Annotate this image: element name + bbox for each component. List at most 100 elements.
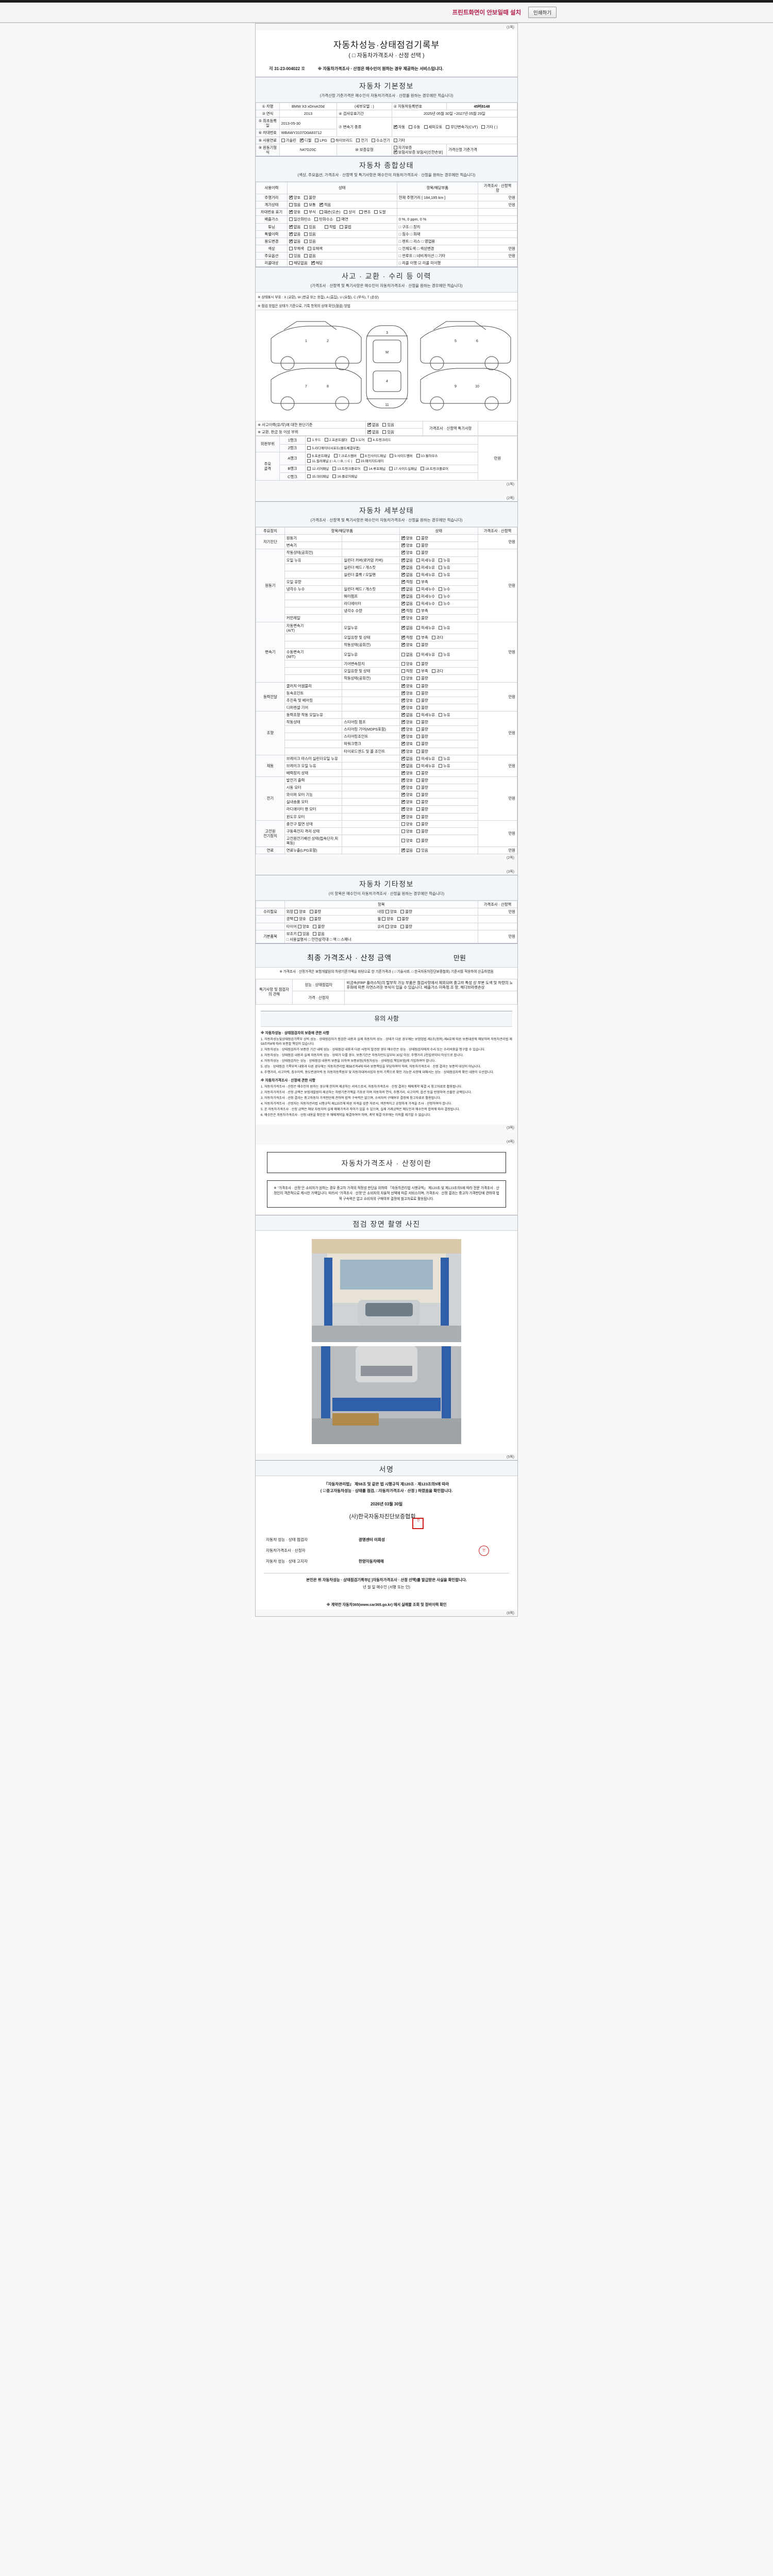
checkbox-icon[interactable] xyxy=(401,698,406,703)
checkbox-icon[interactable] xyxy=(401,799,406,804)
checkbox-icon[interactable] xyxy=(368,438,372,442)
checkbox-icon[interactable] xyxy=(304,253,308,258)
detail-state-option[interactable]: 부족 xyxy=(416,580,428,584)
checkbox-icon[interactable] xyxy=(313,924,317,928)
accident-part-option[interactable]: 14.루프패널 xyxy=(364,466,385,471)
detail-state-option[interactable]: 누유 xyxy=(439,625,450,630)
checkbox-icon[interactable] xyxy=(364,466,368,470)
checkbox-icon[interactable] xyxy=(424,125,428,129)
checkbox-icon[interactable] xyxy=(324,438,328,442)
fuel-option[interactable]: LPG xyxy=(315,138,327,143)
checkbox-icon[interactable] xyxy=(409,125,413,129)
overall-state-option[interactable]: 보통 xyxy=(304,202,316,207)
other-row-items[interactable]: 타이어 양호 불량 유리 양호 불량 xyxy=(284,922,478,930)
checkbox-icon[interactable] xyxy=(332,474,337,479)
accident-part-option[interactable]: 8.인사이드패널 xyxy=(360,453,386,459)
checkbox-icon[interactable] xyxy=(397,917,401,921)
checkbox-icon[interactable] xyxy=(439,558,443,562)
detail-state[interactable]: 양호 불량 xyxy=(399,696,478,704)
detail-state-option[interactable]: 누유 xyxy=(439,713,450,717)
detail-state-option[interactable]: 양호 xyxy=(401,662,413,666)
detail-state-option[interactable]: 불량 xyxy=(416,642,428,647)
checkbox-icon[interactable] xyxy=(359,210,363,214)
checkbox-icon[interactable] xyxy=(401,777,406,783)
detail-state[interactable]: 양호 불량 xyxy=(399,725,478,734)
detail-state-option[interactable]: 없음 xyxy=(401,763,413,768)
checkbox-icon[interactable] xyxy=(439,652,443,656)
checkbox-icon[interactable] xyxy=(313,931,317,936)
detail-state-option[interactable]: 없음 xyxy=(401,756,413,761)
detail-state[interactable]: 양호 불량 xyxy=(399,805,478,814)
detail-state-option[interactable]: 불량 xyxy=(416,691,428,696)
overall-row-state[interactable]: 없음 있음 xyxy=(287,237,397,245)
checkbox-icon[interactable] xyxy=(416,691,421,695)
detail-state-option[interactable]: 과다 xyxy=(431,635,443,640)
detail-state[interactable]: 없음 미세누유 누유 xyxy=(399,570,478,579)
overall-state-option[interactable]: 해당 xyxy=(311,260,323,265)
checkbox-icon[interactable] xyxy=(307,246,311,250)
detail-state[interactable]: 없음 미세누수 누수 xyxy=(399,600,478,608)
overall-state-option[interactable]: 많음 xyxy=(289,202,300,207)
checkbox-icon[interactable] xyxy=(304,203,308,207)
detail-state-option[interactable]: 불량 xyxy=(416,785,428,790)
detail-state-option[interactable]: 부족 xyxy=(416,635,428,640)
checkbox-icon[interactable] xyxy=(416,720,421,724)
detail-state-option[interactable]: 불량 xyxy=(416,734,428,739)
detail-state-option[interactable]: 불량 xyxy=(416,616,428,620)
checkbox-icon[interactable] xyxy=(401,806,406,811)
checkbox-icon[interactable] xyxy=(401,763,406,768)
fuel-option[interactable]: 전기 xyxy=(356,138,368,143)
checkbox-icon[interactable] xyxy=(439,572,443,577)
checkbox-icon[interactable] xyxy=(324,225,328,229)
fuel-option[interactable]: 기타 xyxy=(393,138,405,143)
checkbox-icon[interactable] xyxy=(401,625,406,630)
checkbox-icon[interactable] xyxy=(401,550,406,555)
checkbox-icon[interactable] xyxy=(319,210,323,214)
detail-state[interactable]: 양호 불량 xyxy=(399,534,478,543)
other-option[interactable]: 불량 xyxy=(400,924,412,929)
checkbox-icon[interactable] xyxy=(281,138,285,142)
overall-row-state[interactable]: 일산화탄소 탄화수소 매연 xyxy=(287,215,397,224)
detail-state-option[interactable]: 양호 xyxy=(401,642,413,647)
print-button[interactable]: 인쇄하기 xyxy=(528,7,557,18)
detail-state-option[interactable]: 양호 xyxy=(401,726,413,732)
detail-state[interactable]: 적정 부족 xyxy=(399,607,478,615)
checkbox-icon[interactable] xyxy=(401,683,406,688)
checkbox-icon[interactable] xyxy=(385,924,389,928)
overall-state-option[interactable]: 매연 xyxy=(337,217,348,222)
checkbox-icon[interactable] xyxy=(401,770,406,775)
accident-sub1-options[interactable]: 없음 있음 xyxy=(365,421,424,429)
checkbox-icon[interactable] xyxy=(289,253,293,258)
checkbox-icon[interactable] xyxy=(416,551,421,555)
checkbox-icon[interactable] xyxy=(416,749,421,753)
detail-state-option[interactable]: 양호 xyxy=(401,698,413,703)
detail-state-option[interactable]: 양호 xyxy=(401,734,413,739)
detail-state-option[interactable]: 누유 xyxy=(439,558,450,563)
checkbox-icon[interactable] xyxy=(314,217,318,222)
detail-state-option[interactable]: 양호 xyxy=(401,535,413,540)
detail-state-option[interactable]: 누유 xyxy=(439,652,450,657)
overall-state-option[interactable]: 유채색 xyxy=(307,246,323,251)
part-items[interactable]: 12.리어패널 13.트렁크플로어 14.루프패널 17.사이드실패널 18.트렁크플로… xyxy=(305,464,478,473)
checkbox-icon[interactable] xyxy=(401,726,406,732)
accident-part-option[interactable]: 13.트렁크플로어 xyxy=(332,466,360,471)
detail-state-option[interactable]: 양호 xyxy=(401,814,413,819)
checkbox-icon[interactable] xyxy=(304,210,308,214)
overall-sub-option[interactable]: 적법 xyxy=(324,225,336,229)
other-option[interactable]: 불량 xyxy=(309,909,321,914)
checkbox-icon[interactable] xyxy=(401,662,405,666)
checkbox-icon[interactable] xyxy=(431,635,435,639)
checkbox-icon[interactable] xyxy=(304,225,308,229)
fuel-option[interactable]: 가솔린 xyxy=(281,138,296,143)
checkbox-icon[interactable] xyxy=(401,749,406,754)
other-option[interactable]: 양호 xyxy=(385,924,397,929)
transmission-option[interactable]: 자동 xyxy=(393,124,405,129)
other-option[interactable]: 불량 xyxy=(309,917,321,921)
checkbox-icon[interactable] xyxy=(416,662,421,666)
fuel-option[interactable]: 하이브리드 xyxy=(330,138,352,143)
checkbox-icon[interactable] xyxy=(416,815,421,819)
checkbox-icon[interactable] xyxy=(446,125,450,129)
checkbox-icon[interactable] xyxy=(401,712,406,717)
detail-state-option[interactable]: 누유 xyxy=(439,756,450,761)
checkbox-icon[interactable] xyxy=(332,466,337,470)
